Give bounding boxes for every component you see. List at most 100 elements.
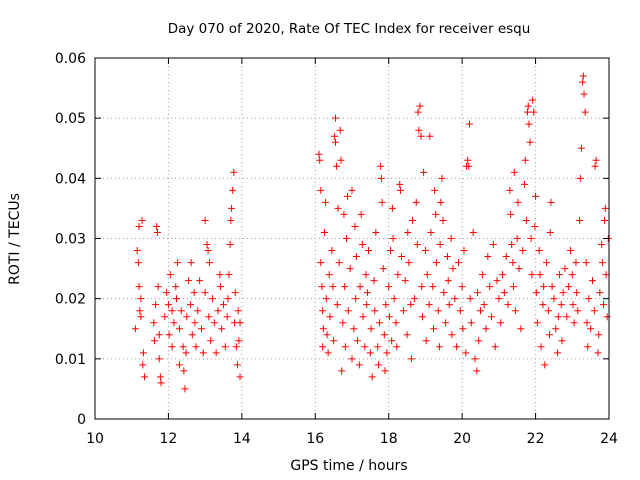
data-point	[456, 307, 464, 315]
data-point	[416, 102, 424, 110]
data-point	[511, 307, 519, 315]
data-point	[154, 283, 162, 291]
data-point	[226, 241, 234, 249]
data-point	[530, 108, 538, 116]
data-point	[324, 349, 332, 357]
data-point	[497, 319, 505, 327]
data-point	[525, 120, 533, 128]
data-point	[568, 271, 576, 279]
data-point	[374, 361, 382, 369]
data-point	[319, 325, 327, 333]
data-point	[175, 325, 183, 333]
data-point	[358, 241, 366, 249]
data-point	[484, 253, 492, 261]
data-point	[421, 247, 429, 255]
data-point	[563, 313, 571, 321]
data-point	[192, 343, 200, 351]
data-point	[528, 271, 536, 279]
x-tick-label: 24	[600, 431, 618, 447]
data-point	[552, 325, 560, 333]
data-point	[163, 289, 171, 297]
data-point	[544, 307, 552, 315]
data-point	[405, 259, 413, 267]
data-point	[555, 271, 563, 279]
data-point	[447, 235, 455, 242]
data-point	[227, 216, 235, 224]
data-point	[410, 295, 418, 303]
data-point	[587, 325, 595, 333]
data-point	[228, 204, 236, 212]
data-point	[591, 162, 599, 170]
data-point	[541, 361, 549, 369]
data-point	[182, 349, 190, 357]
data-point	[331, 138, 339, 146]
data-point	[583, 319, 591, 327]
data-point	[236, 319, 244, 327]
data-point	[423, 271, 431, 279]
data-point	[536, 271, 544, 279]
data-point	[172, 283, 180, 291]
data-point	[502, 253, 510, 261]
data-point	[477, 307, 484, 315]
data-point	[337, 156, 345, 164]
data-point	[138, 216, 146, 224]
data-point	[396, 180, 404, 188]
data-point	[341, 343, 349, 351]
data-point	[465, 162, 473, 170]
data-point	[399, 307, 407, 315]
data-point	[153, 222, 161, 230]
data-point	[407, 301, 415, 309]
data-point	[398, 253, 406, 261]
data-point	[396, 186, 404, 194]
data-point	[212, 349, 220, 357]
data-point	[230, 168, 238, 176]
data-point	[590, 307, 598, 315]
data-point	[442, 319, 450, 327]
data-point	[136, 307, 144, 315]
data-point	[527, 235, 535, 242]
data-point	[330, 337, 338, 345]
data-point	[232, 343, 240, 351]
axis-ticks	[94, 57, 610, 420]
data-point	[390, 295, 398, 303]
data-point	[205, 313, 213, 321]
data-point	[426, 132, 434, 140]
data-point	[362, 271, 370, 279]
data-point	[356, 283, 364, 291]
data-point	[201, 289, 209, 297]
data-point	[588, 277, 596, 285]
data-point	[216, 271, 224, 279]
data-point	[513, 235, 521, 242]
data-point	[548, 283, 556, 291]
data-point	[595, 331, 603, 339]
y-tick-label: 0.06	[55, 51, 86, 67]
data-point	[415, 126, 423, 134]
data-point	[409, 216, 417, 224]
data-point	[572, 259, 580, 267]
data-point	[224, 295, 232, 303]
data-point	[469, 228, 477, 236]
data-point	[584, 343, 592, 351]
data-point	[197, 325, 205, 333]
data-point	[514, 198, 522, 206]
data-point	[161, 313, 169, 321]
data-point	[366, 349, 374, 357]
data-point	[422, 337, 430, 345]
x-axis-label: GPS time / hours	[290, 458, 407, 474]
data-point	[557, 301, 565, 309]
data-point	[382, 301, 390, 309]
data-point	[573, 289, 581, 297]
data-point	[326, 313, 334, 321]
data-point	[547, 198, 555, 206]
data-point	[546, 331, 554, 339]
data-point	[482, 325, 490, 333]
x-tick-label: 12	[160, 431, 178, 447]
data-point	[187, 259, 195, 267]
data-point	[448, 331, 456, 339]
data-point	[459, 325, 467, 333]
data-point	[438, 174, 446, 182]
data-point	[174, 259, 182, 267]
data-point	[566, 247, 574, 255]
data-point	[319, 343, 327, 351]
data-point	[401, 277, 409, 285]
